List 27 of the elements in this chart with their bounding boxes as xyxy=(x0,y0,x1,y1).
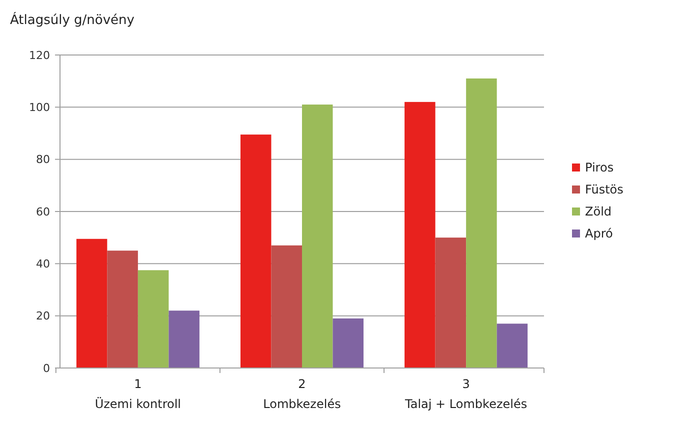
bar xyxy=(76,238,108,368)
bar xyxy=(138,270,169,368)
x-tick-label: 1 Üzemi kontroll xyxy=(94,377,182,411)
legend-label: Füstös xyxy=(585,182,624,197)
legend-label: Piros xyxy=(585,160,614,175)
bar xyxy=(240,134,272,368)
bar xyxy=(435,238,466,368)
y-tick-label: 60 xyxy=(36,205,50,218)
bar xyxy=(302,104,333,368)
bar xyxy=(496,324,528,368)
x-tick-label: 2 Lombkezelés xyxy=(263,377,341,411)
chart-title: Átlagsúly g/növény xyxy=(10,11,135,28)
y-tick-label: 20 xyxy=(36,310,50,323)
x-tick-label: 3 Talaj + Lombkezelés xyxy=(404,377,528,411)
bar xyxy=(466,78,497,368)
bar xyxy=(332,318,364,368)
y-tick-label: 100 xyxy=(29,101,50,114)
bar xyxy=(404,102,436,368)
legend-label: Zöld xyxy=(585,204,612,219)
y-tick-label: 40 xyxy=(36,258,50,271)
legend-label: Apró xyxy=(585,226,613,241)
bar xyxy=(168,310,200,368)
y-tick-label: 0 xyxy=(43,362,50,375)
y-tick-label: 120 xyxy=(29,48,50,62)
bar xyxy=(107,250,138,368)
bar xyxy=(271,245,302,368)
y-tick-label: 80 xyxy=(36,153,50,166)
